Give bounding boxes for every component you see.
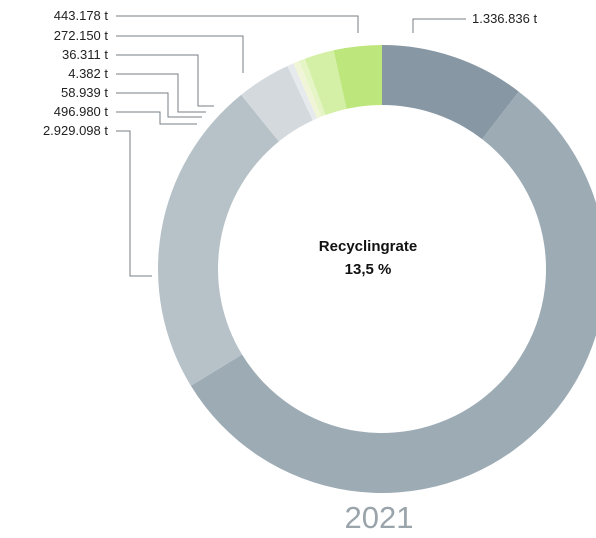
donut-slice <box>299 58 326 117</box>
center-value: 13,5 % <box>345 261 392 278</box>
center-label: Recyclingrate <box>319 238 417 255</box>
donut-slice <box>241 65 313 142</box>
slice-labels: 1.336.836 t 2.929.098 t 496.980 t 58.939 t 4… <box>43 8 538 138</box>
slice-label: 1.336.836 t <box>472 11 537 26</box>
donut-slice <box>287 63 318 121</box>
leader-line <box>116 73 206 113</box>
slice-label: 4.382 t <box>68 66 108 81</box>
leader-line <box>412 18 466 33</box>
slice-label: 2.929.098 t <box>43 123 108 138</box>
leader-lines <box>116 15 466 277</box>
donut-slice <box>333 45 382 109</box>
leader-line <box>116 54 214 107</box>
donut-slice <box>382 45 519 140</box>
leader-line <box>116 111 197 125</box>
donut-slice <box>157 94 279 386</box>
slice-label: 58.939 t <box>61 85 108 100</box>
donut-slice <box>304 50 347 116</box>
donut-slices <box>157 45 596 493</box>
donut-slice <box>190 91 596 493</box>
slice-label: 443.178 t <box>54 8 109 23</box>
slice-label: 496.980 t <box>54 104 109 119</box>
leader-line <box>116 15 359 33</box>
year-label: 2021 <box>345 500 414 535</box>
donut-slice <box>293 60 322 119</box>
leader-line <box>116 92 202 118</box>
leader-line <box>116 130 152 277</box>
slice-label: 36.311 t <box>62 47 108 62</box>
slice-label: 272.150 t <box>54 28 109 43</box>
leader-line <box>116 35 244 73</box>
